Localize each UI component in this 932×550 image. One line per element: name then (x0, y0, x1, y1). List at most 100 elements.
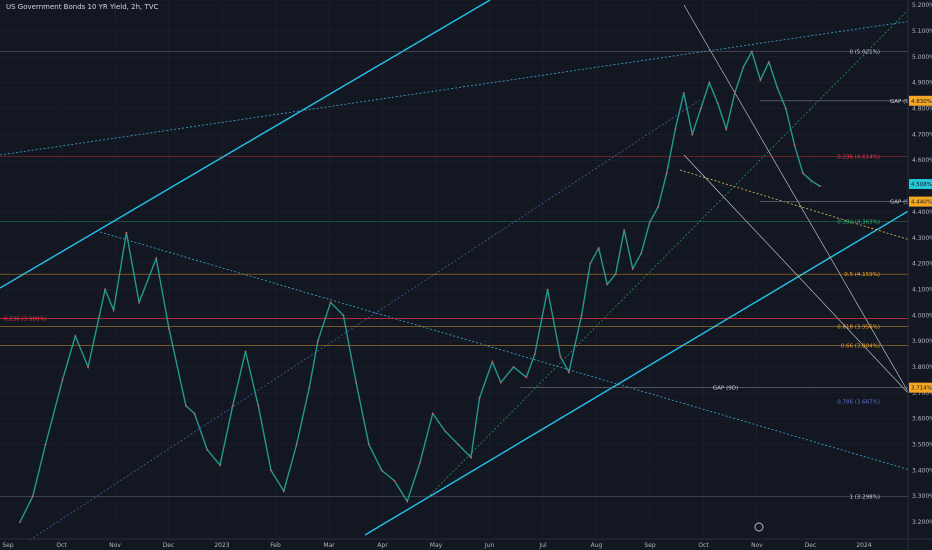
chart-title: US Government Bonds 10 YR Yield, 2h, TVC (6, 3, 159, 11)
gap-price-tag-text: 4.440% (911, 200, 932, 206)
price-point (270, 469, 272, 472)
price-point (802, 172, 804, 175)
blue-dotted-line (29, 99, 701, 541)
price-point (19, 521, 21, 523)
x-tick-label: Feb (270, 542, 281, 549)
y-tick-label: 5.200% (912, 2, 932, 9)
x-tick-label: Sep (644, 542, 656, 549)
y-tick-label: 3.900% (912, 338, 932, 345)
y-axis: 5.200% 5.100% 5.000% 4.900% 4.800% 4.700% 4.60… (907, 0, 932, 550)
yellow-dotted-line (679, 169, 911, 241)
gap-label: GAP (9D) (890, 99, 915, 105)
price-point (295, 443, 298, 446)
price-point (316, 340, 319, 343)
price-point (499, 381, 502, 384)
price-point (699, 107, 702, 110)
price-point (597, 247, 600, 250)
price-point (759, 79, 762, 81)
price-point (512, 366, 515, 368)
price-point (231, 404, 234, 407)
price-series (19, 49, 821, 523)
price-point (568, 371, 570, 374)
y-tick-label: 3.400% (912, 467, 932, 474)
dotted-trend-line-1 (0, 17, 932, 156)
y-axis-panel (908, 0, 932, 550)
price-point (444, 430, 447, 433)
y-tick-label: 4.400% (912, 209, 932, 216)
price-point (819, 185, 821, 188)
price-point (768, 61, 770, 63)
gap-price-tag (909, 95, 932, 106)
y-tick-label: 4.600% (912, 157, 932, 164)
price-point (112, 309, 115, 311)
fib-label: 0.382 (4.363%) (837, 219, 880, 225)
price-point (716, 102, 719, 105)
price-point (282, 490, 285, 492)
parallel-line-1 (683, 4, 911, 396)
gap-price-tag-text: 4.830% (911, 99, 932, 105)
price-point (355, 381, 357, 384)
price-point (533, 353, 536, 355)
price-point (406, 500, 409, 503)
fib-label: 0 (5.021%) (849, 49, 880, 55)
price-point (785, 107, 787, 110)
price-point (470, 456, 472, 459)
price-point (342, 314, 345, 317)
price-point (206, 448, 209, 451)
y-tick-label: 3.600% (912, 416, 932, 423)
y-tick-label: 5.100% (912, 28, 932, 35)
price-point (589, 262, 592, 265)
price-point (682, 92, 685, 94)
price-point (606, 283, 609, 286)
gap-price-tag (909, 382, 932, 393)
price-point (750, 50, 753, 53)
price-point (742, 66, 745, 69)
fib-label: 1 (3.298%) (849, 495, 880, 501)
price-point (674, 128, 677, 131)
price-point (244, 350, 247, 353)
price-point (810, 180, 813, 182)
price-point (657, 205, 660, 208)
price-point (793, 143, 796, 146)
gap-price-tag (909, 196, 932, 207)
price-point (185, 404, 187, 407)
price-point (155, 257, 158, 260)
y-tick-label: 5.000% (912, 54, 932, 61)
price-point (380, 469, 383, 472)
price-point (168, 327, 170, 330)
dotted-trend-line-2 (99, 231, 911, 471)
green-channel-1 (429, 7, 911, 496)
x-tick-label: Dec (163, 542, 175, 549)
price-point (457, 443, 460, 446)
price-point (125, 231, 128, 234)
event-icon[interactable] (754, 522, 764, 532)
y-tick-label: 4.900% (912, 80, 932, 87)
y-tick-label: 4.200% (912, 261, 932, 268)
price-point (559, 355, 562, 358)
price-point (257, 404, 260, 407)
fib-label: 0.66 (3.884%) (841, 343, 880, 349)
parallel-line-2 (683, 154, 911, 396)
x-tick-label: Aug (591, 542, 603, 549)
price-point (623, 229, 626, 231)
price-series-2 (657, 49, 821, 207)
price-point (640, 252, 643, 255)
price-point (665, 172, 668, 175)
price-point (308, 386, 311, 389)
price-point (419, 461, 421, 464)
y-tick-label: 3.200% (912, 519, 932, 526)
price-point (104, 288, 106, 291)
fib-levels: 0 (5.021%) 0.236 (4.614%) 0.382 (4.363%) 0.… (0, 49, 915, 501)
y-tick-label: 3.700% (912, 390, 932, 397)
fib-label: 0.236 (4.614%) (837, 155, 880, 161)
price-point (44, 443, 47, 446)
x-tick-label: May (430, 542, 443, 549)
price-point (546, 288, 549, 291)
channel-lower-line (364, 209, 911, 536)
x-tick-label: Jul (538, 542, 547, 549)
price-point (776, 87, 779, 89)
price-point (193, 412, 196, 415)
